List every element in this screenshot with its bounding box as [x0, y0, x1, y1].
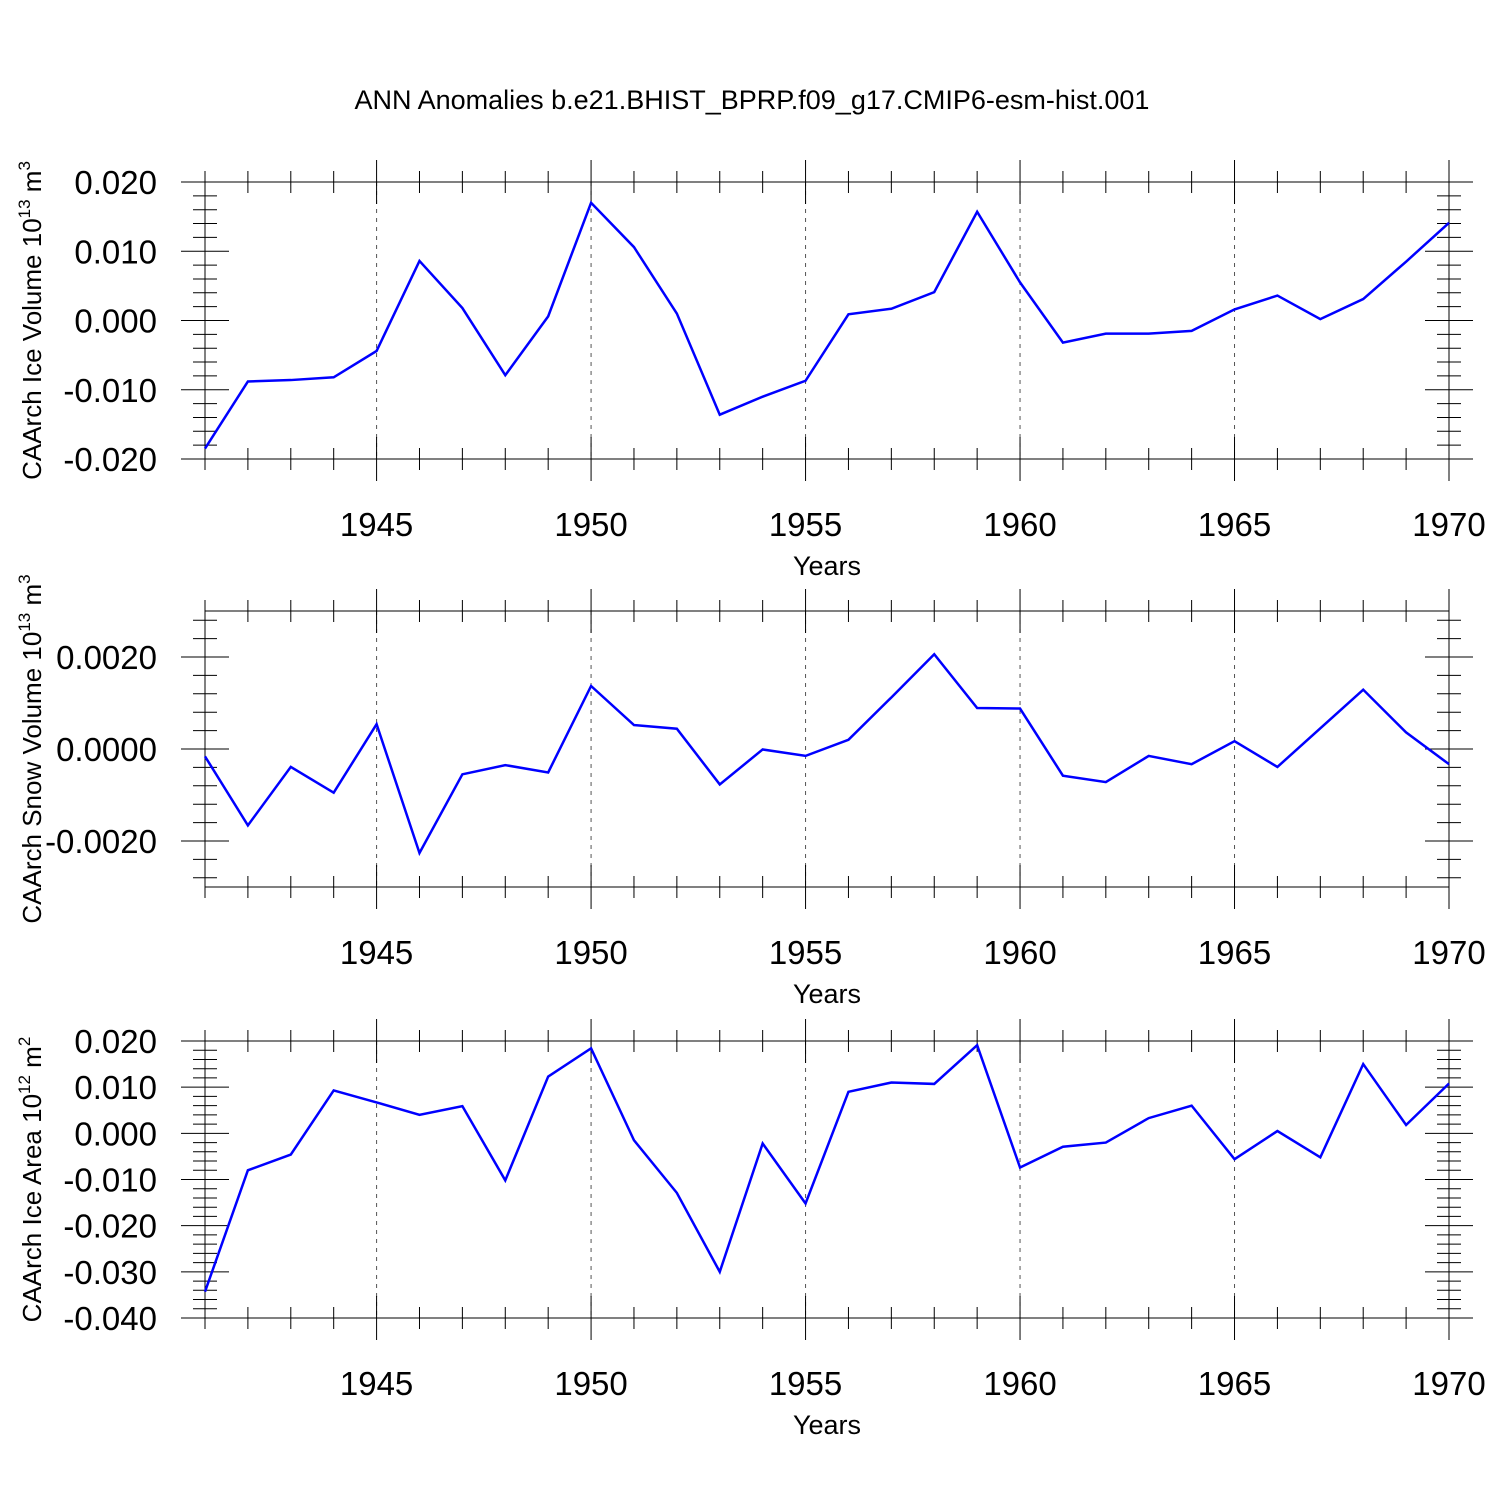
y-tick-label: 0.020 [74, 1023, 157, 1060]
x-axis-label: Years [793, 551, 861, 581]
x-tick-label: 1965 [1198, 934, 1271, 971]
x-tick-label: 1955 [769, 934, 842, 971]
series-line-snow-volume [203, 652, 1450, 857]
y-tick-label: 0.010 [74, 1069, 157, 1106]
y-tick-label: 0.000 [74, 1115, 157, 1152]
y-tick-label: -0.030 [63, 1254, 157, 1291]
x-tick-label: 1945 [340, 1365, 413, 1402]
x-axis-label: Years [793, 1410, 861, 1440]
x-tick-label: 1970 [1412, 1365, 1485, 1402]
x-tick-label: 1950 [554, 506, 627, 543]
x-tick-label: 1950 [554, 1365, 627, 1402]
x-tick-label: 1950 [554, 934, 627, 971]
plot-frame [204, 1040, 1450, 1319]
x-axis-label: Years [793, 979, 861, 1009]
y-axis-label: CAArch Ice Area 1012 m2 [15, 1037, 47, 1323]
y-tick-label: 0.0020 [56, 639, 157, 676]
series-line-ice-area [203, 1042, 1450, 1293]
x-tick-label: 1970 [1412, 506, 1485, 543]
chart-title: ANN Anomalies b.e21.BHIST_BPRP.f09_g17.C… [355, 85, 1150, 115]
x-tick-label: 1960 [983, 1365, 1056, 1402]
y-tick-label: 0.010 [74, 233, 157, 270]
y-tick-label: 0.020 [74, 164, 157, 201]
x-tick-label: 1955 [769, 1365, 842, 1402]
x-tick-label: 1965 [1198, 1365, 1271, 1402]
x-tick-label: 1965 [1198, 506, 1271, 543]
y-tick-label: 0.0000 [56, 731, 157, 768]
panel-ice-area: 1945 1950 1955 1960 1965 1970 -0.040 -0.030 -0.0… [15, 1019, 1486, 1440]
y-tick-label: -0.040 [63, 1300, 157, 1337]
x-tick-label: 1970 [1412, 934, 1485, 971]
y-tick-label: 0.000 [74, 303, 157, 340]
series-line-ice-volume [203, 200, 1450, 450]
x-tick-label: 1945 [340, 934, 413, 971]
y-axis-label: CAArch Snow Volume 1013 m3 [15, 574, 47, 923]
x-tick-label: 1960 [983, 934, 1056, 971]
y-tick-label: -0.020 [63, 441, 157, 478]
y-tick-label: -0.010 [63, 1162, 157, 1199]
y-tick-label: -0.0020 [45, 823, 157, 860]
panel-ice-volume: 1945 1950 1955 1960 1965 1970 -0.020 -0.010 0.00… [15, 160, 1486, 581]
x-tick-label: 1955 [769, 506, 842, 543]
y-axis-label: CAArch Ice Volume 1013 m3 [15, 161, 47, 480]
y-tick-label: -0.020 [63, 1208, 157, 1245]
x-tick-label: 1945 [340, 506, 413, 543]
y-tick-label: -0.010 [63, 372, 157, 409]
panel-snow-volume: 1945 1950 1955 1960 1965 1970 -0.0020 0.0000 0.0… [15, 574, 1486, 1009]
panels: 1945 1950 1955 1960 1965 1970 -0.020 -0.010 0.00… [15, 160, 1486, 1440]
x-tick-label: 1960 [983, 506, 1056, 543]
